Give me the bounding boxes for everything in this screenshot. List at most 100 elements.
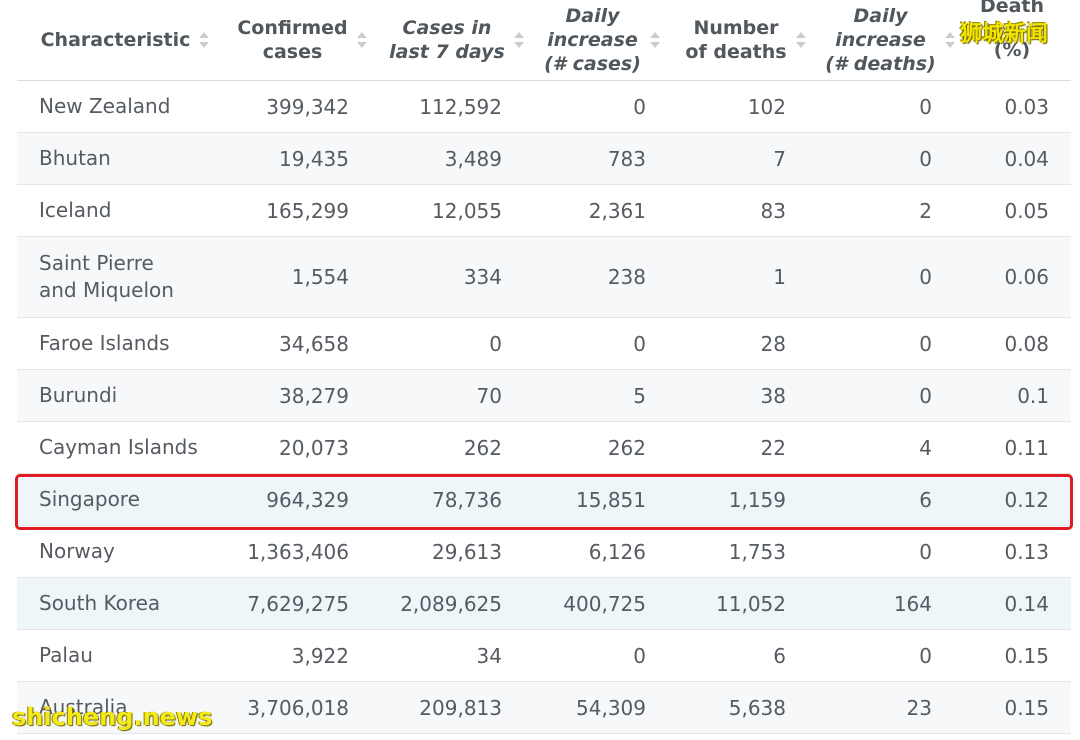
column-header-number-of-deaths[interactable]: Number of deaths (683, 0, 808, 80)
singapore-highlight-box (15, 474, 1073, 530)
cases-last-7-days-value: 262 (463, 435, 502, 460)
daily-increase-cases-value: 0 (633, 331, 646, 356)
column-header-cases-last-7-days[interactable]: Cases in last 7 days (389, 0, 524, 80)
sort-arrows-icon[interactable] (795, 31, 806, 49)
confirmed-cases-value: 1,554 (291, 265, 349, 289)
table-row[interactable]: South Korea 7,629,275 2,089,625 400,725 … (17, 578, 1071, 630)
table-row-singapore[interactable]: Singapore 964,329 78,736 15,851 1,159 6 … (17, 474, 1071, 526)
column-header-label: (# cases) (544, 53, 641, 75)
death-rate-value: 0.15 (1004, 695, 1049, 720)
cases-last-7-days-value: 112,592 (419, 94, 502, 119)
daily-increase-deaths-value: 164 (893, 591, 932, 616)
column-header-daily-increase-cases[interactable]: Daily increase (# cases) (537, 0, 667, 80)
number-of-deaths-value: 7 (773, 146, 786, 171)
confirmed-cases-value: 3,706,018 (247, 695, 349, 720)
confirmed-cases-value: 7,629,275 (247, 591, 349, 616)
daily-increase-deaths-value: 0 (919, 265, 932, 289)
daily-increase-deaths-value: 0 (919, 383, 932, 408)
daily-increase-cases-value: 5 (633, 383, 646, 408)
table-row[interactable]: Faroe Islands 34,658 0 0 28 0 0.08 (17, 318, 1071, 370)
column-header-label: Daily (565, 5, 620, 27)
cases-last-7-days-value: 209,813 (419, 695, 502, 720)
daily-increase-deaths-value: 0 (919, 94, 932, 119)
column-header-label: Number (693, 17, 779, 39)
sort-arrows-icon[interactable] (199, 31, 210, 49)
table-row[interactable]: Palau 3,922 34 0 6 0 0.15 (17, 630, 1071, 682)
table-row[interactable]: Bhutan 19,435 3,489 783 7 0 0.04 (17, 133, 1071, 185)
death-rate-value: 0.08 (1004, 331, 1049, 356)
daily-increase-cases-value: 0 (633, 94, 646, 119)
confirmed-cases-value: 964,329 (266, 487, 349, 512)
country-name: Burundi (39, 383, 118, 407)
table-row[interactable]: Australia 3,706,018 209,813 54,309 5,638… (17, 682, 1071, 734)
confirmed-cases-value: 38,279 (279, 383, 349, 408)
death-rate-value: 0.05 (1004, 198, 1049, 223)
watermark-site: shicheng.news (12, 703, 213, 731)
table-row[interactable]: Burundi 38,279 70 5 38 0 0.1 (17, 370, 1071, 422)
table-row[interactable]: Norway 1,363,406 29,613 6,126 1,753 0 0.… (17, 526, 1071, 578)
country-name: Palau (39, 643, 93, 667)
cases-last-7-days-value: 29,613 (432, 539, 502, 564)
death-rate-value: 0.14 (1004, 591, 1049, 616)
number-of-deaths-value: 102 (747, 94, 786, 119)
table-header-row: Characteristic Confirmed cases Cases in la… (17, 0, 1071, 81)
sort-arrows-icon[interactable] (944, 31, 955, 49)
cases-last-7-days-value: 12,055 (432, 198, 502, 223)
daily-increase-deaths-value: 4 (919, 435, 932, 460)
column-header-death-rate[interactable]: Death (%) (967, 0, 1057, 80)
covid-stats-table: Characteristic Confirmed cases Cases in la… (17, 0, 1071, 734)
table-row[interactable]: Saint Pierre and Miquelon 1,554 334 238 … (17, 237, 1071, 318)
table-row[interactable]: Iceland 165,299 12,055 2,361 83 2 0.05 (17, 185, 1071, 237)
cases-last-7-days-value: 0 (489, 331, 502, 356)
cases-last-7-days-value: 2,089,625 (400, 591, 502, 616)
number-of-deaths-value: 1 (773, 265, 786, 289)
number-of-deaths-value: 38 (760, 383, 786, 408)
confirmed-cases-value: 34,658 (279, 331, 349, 356)
column-header-label: last 7 days (389, 41, 505, 63)
death-rate-value: 0.1 (1017, 383, 1049, 408)
column-header-confirmed-cases[interactable]: Confirmed cases (232, 0, 372, 80)
column-header-characteristic[interactable]: Characteristic (25, 0, 225, 80)
column-header-daily-increase-deaths[interactable]: Daily increase (# deaths) (825, 0, 955, 80)
daily-increase-cases-value: 54,309 (576, 695, 646, 720)
cases-last-7-days-value: 78,736 (432, 487, 502, 512)
daily-increase-cases-value: 15,851 (576, 487, 646, 512)
table-row[interactable]: Cayman Islands 20,073 262 262 22 4 0.11 (17, 422, 1071, 474)
confirmed-cases-value: 165,299 (266, 198, 349, 223)
watermark-chinese: 狮城新闻 (960, 22, 1049, 47)
daily-increase-cases-value: 2,361 (588, 198, 646, 223)
death-rate-value: 0.06 (1004, 265, 1049, 289)
country-name: Faroe Islands (39, 331, 170, 355)
death-rate-value: 0.13 (1004, 539, 1049, 564)
cases-last-7-days-value: 334 (463, 265, 502, 289)
column-header-label: (%) (993, 39, 1031, 61)
column-header-label: cases (262, 41, 323, 63)
number-of-deaths-value: 6 (773, 643, 786, 668)
column-header-label: increase (835, 29, 926, 51)
column-header-label: Daily (853, 5, 908, 27)
sort-arrows-icon[interactable] (356, 31, 367, 49)
daily-increase-cases-value: 238 (607, 265, 646, 289)
country-name: Cayman Islands (39, 435, 198, 459)
column-header-label: increase (547, 29, 638, 51)
number-of-deaths-value: 1,753 (728, 539, 786, 564)
column-header-label: Characteristic (40, 29, 191, 51)
daily-increase-deaths-value: 0 (919, 643, 932, 668)
number-of-deaths-value: 1,159 (728, 487, 786, 512)
daily-increase-deaths-value: 2 (919, 198, 932, 223)
death-rate-value: 0.03 (1004, 94, 1049, 119)
column-header-label: Death (979, 0, 1045, 17)
country-name: New Zealand (39, 94, 171, 118)
cases-last-7-days-value: 70 (476, 383, 502, 408)
daily-increase-cases-value: 6,126 (588, 539, 646, 564)
confirmed-cases-value: 19,435 (279, 146, 349, 171)
sort-arrows-icon[interactable] (649, 31, 660, 49)
daily-increase-cases-value: 0 (633, 643, 646, 668)
table-row[interactable]: New Zealand 399,342 112,592 0 102 0 0.03 (17, 81, 1071, 133)
daily-increase-deaths-value: 0 (919, 146, 932, 171)
number-of-deaths-value: 22 (760, 435, 786, 460)
country-name: Singapore (39, 487, 140, 511)
column-header-label: (# deaths) (825, 53, 936, 75)
daily-increase-deaths-value: 23 (906, 695, 932, 720)
sort-arrows-icon[interactable] (513, 31, 524, 49)
